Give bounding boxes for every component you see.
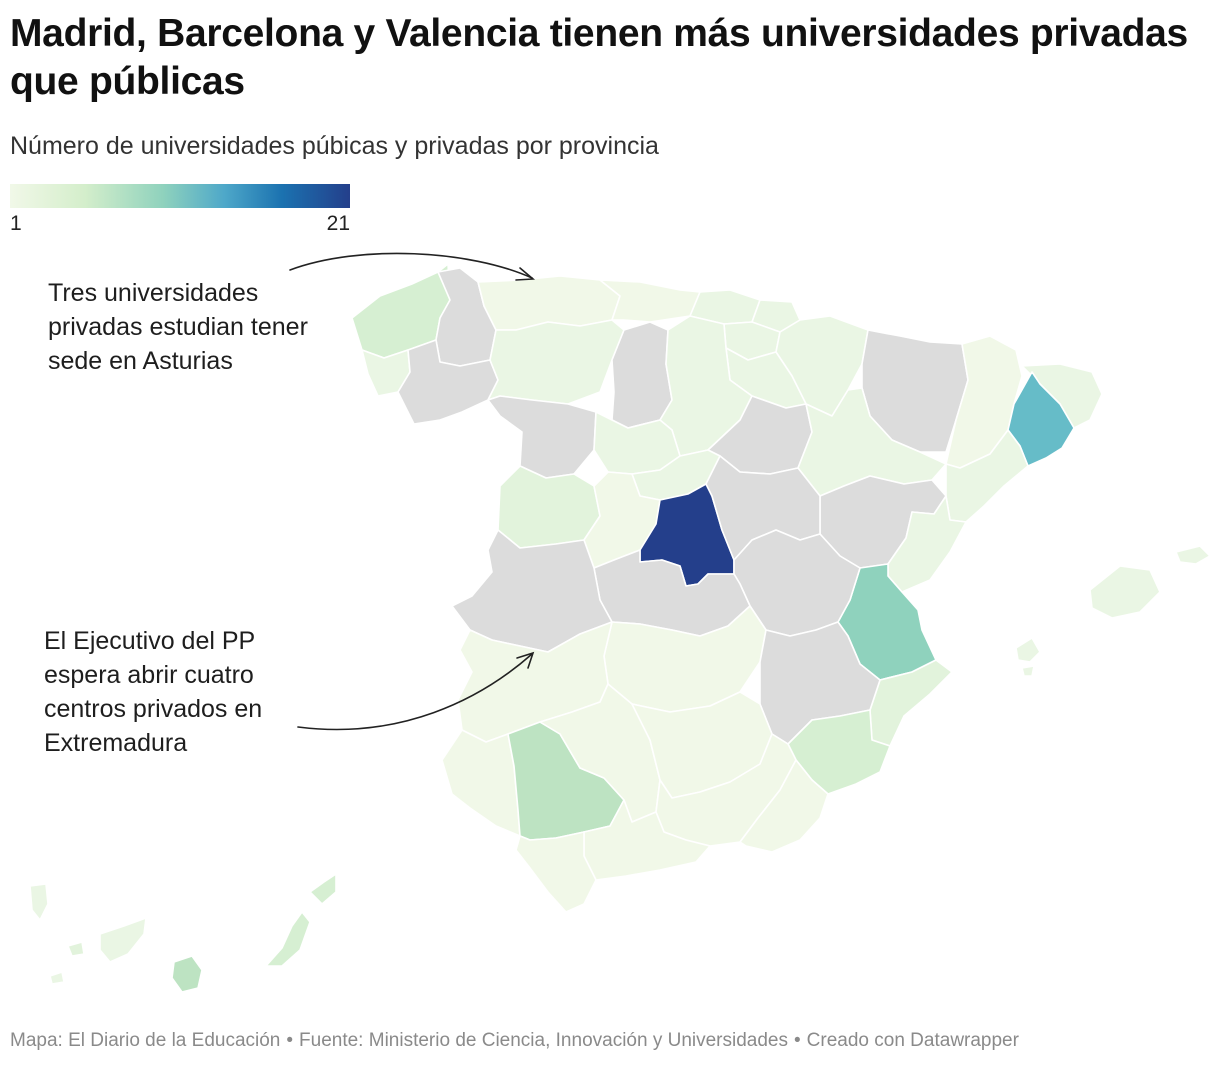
- province-leon[interactable]: [487, 319, 625, 405]
- province-castellon[interactable]: [887, 495, 967, 593]
- province-baleares-formentera[interactable]: [1021, 665, 1035, 677]
- legend-labels: 1 21: [10, 208, 350, 235]
- footer-credits: Mapa: El Diario de la Educación • Fuente: …: [10, 1030, 1019, 1052]
- province-huelva[interactable]: [441, 729, 521, 837]
- province-salamanca[interactable]: [497, 465, 601, 549]
- arrow-asturias: [289, 252, 533, 279]
- province-cantabria[interactable]: [599, 279, 701, 323]
- footer-source: Fuente: Ministerio de Ciencia, Innovació…: [299, 1030, 789, 1051]
- map-subtitle: Número de universidades púbicas y privad…: [10, 132, 659, 160]
- annotation-extremadura: El Ejecutivo del PP espera abrir cuatro …: [44, 627, 263, 757]
- province-zamora[interactable]: [487, 395, 597, 479]
- province-canarias-la-palma[interactable]: [29, 883, 49, 921]
- legend-max-label: 21: [326, 212, 350, 235]
- province-canarias-gran-canaria[interactable]: [171, 955, 203, 993]
- map-title: Madrid, Barcelona y Valencia tienen más …: [10, 12, 1188, 103]
- province-canarias-lanzarote[interactable]: [309, 873, 337, 905]
- footer-map-credit: Mapa: El Diario de la Educación: [10, 1030, 281, 1051]
- province-baleares-menorca[interactable]: [1175, 545, 1211, 565]
- arrow-extremadura-head: [516, 651, 535, 669]
- province-canarias-el-hierro[interactable]: [49, 971, 65, 985]
- legend-min-label: 1: [10, 212, 22, 235]
- province-canarias-tenerife[interactable]: [99, 917, 147, 963]
- province-baleares-ibiza[interactable]: [1015, 637, 1041, 663]
- legend-gradient-bar: [10, 184, 350, 208]
- province-cadiz[interactable]: [515, 831, 597, 913]
- province-baleares-mallorca[interactable]: [1089, 565, 1161, 619]
- footer-separator: •: [794, 1030, 801, 1051]
- province-canarias-fuerteventura[interactable]: [265, 911, 311, 967]
- annotation-arrows: [289, 252, 536, 731]
- footer-separator: •: [286, 1030, 294, 1051]
- province-palencia[interactable]: [611, 321, 673, 429]
- arrow-asturias-head: [515, 267, 536, 281]
- arrow-extremadura: [297, 653, 533, 731]
- annotation-asturias: Tres universidades privadas estudian ten…: [48, 279, 308, 375]
- footer-tool-link[interactable]: Creado con Datawrapper: [806, 1030, 1019, 1051]
- province-almeria[interactable]: [739, 759, 829, 853]
- province-canarias-la-gomera[interactable]: [67, 941, 85, 957]
- color-legend: 1 21: [10, 184, 350, 235]
